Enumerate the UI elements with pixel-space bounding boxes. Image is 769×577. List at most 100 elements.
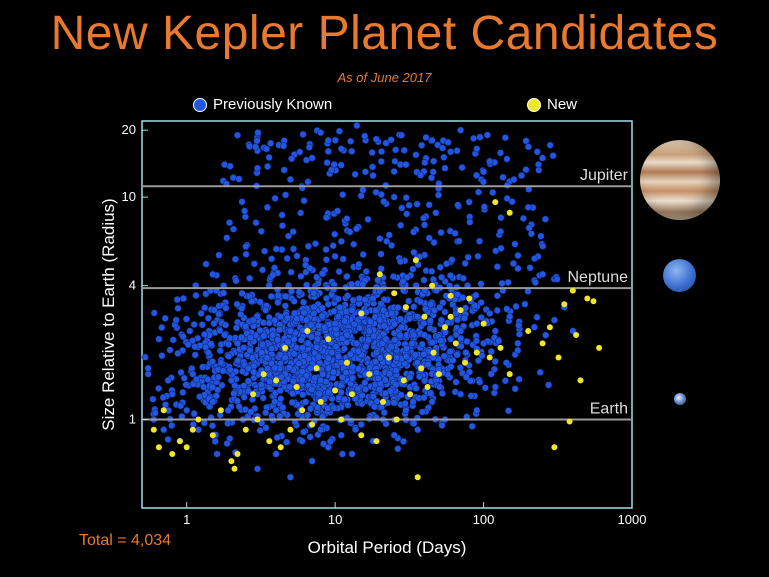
point-new [546, 324, 553, 331]
point-known [276, 326, 284, 334]
point-known [330, 404, 338, 412]
point-known [232, 324, 240, 332]
point-known [530, 323, 538, 331]
point-known [511, 240, 519, 248]
point-known [242, 322, 250, 330]
point-known [182, 315, 191, 323]
point-known [457, 327, 465, 335]
point-known [339, 191, 347, 199]
legend-item-new: New [527, 96, 577, 113]
point-known [249, 316, 257, 324]
point-known [288, 398, 296, 406]
point-known [402, 194, 410, 202]
point-known [251, 143, 260, 151]
point-known [329, 242, 337, 250]
point-known [533, 148, 541, 156]
point-known [517, 172, 526, 180]
point-known [180, 374, 188, 382]
y-axis-label: Size Relative to Earth (Radius) [99, 198, 118, 430]
point-known [377, 265, 385, 273]
point-known [290, 297, 298, 305]
point-known [414, 313, 422, 321]
point-known [459, 274, 467, 282]
point-known [446, 272, 454, 280]
point-known [440, 153, 448, 161]
point-known [338, 450, 346, 458]
point-known [164, 435, 172, 443]
point-known [226, 334, 234, 342]
point-known [179, 388, 187, 396]
point-known [295, 288, 303, 296]
point-known [317, 376, 325, 384]
point-known [510, 175, 518, 184]
point-known [270, 264, 279, 272]
point-known [155, 335, 163, 343]
point-known [481, 384, 489, 392]
point-known [253, 137, 261, 145]
point-known [390, 167, 398, 176]
point-known [248, 354, 257, 362]
point-known [462, 349, 470, 357]
point-known [387, 343, 395, 351]
point-new [338, 416, 345, 423]
point-known [474, 252, 482, 260]
point-known [258, 341, 267, 349]
point-known [217, 359, 225, 367]
point-known [493, 292, 501, 300]
point-known [501, 134, 509, 142]
point-known [514, 251, 522, 260]
point-known [304, 339, 312, 347]
point-known [436, 303, 444, 312]
point-known [144, 364, 152, 372]
point-known [418, 141, 426, 149]
point-known [539, 242, 547, 250]
point-known [348, 374, 357, 382]
point-known [192, 375, 201, 383]
point-known [332, 343, 340, 351]
point-known [324, 354, 332, 362]
point-known [268, 344, 276, 352]
point-known [280, 142, 288, 150]
point-known [209, 270, 217, 278]
point-known [225, 340, 233, 348]
point-known [306, 405, 315, 413]
point-known [297, 336, 305, 344]
point-known [297, 272, 305, 280]
point-known [172, 316, 180, 324]
point-known [226, 366, 234, 374]
point-known [155, 384, 163, 392]
point-known [337, 161, 345, 169]
point-known [209, 358, 217, 366]
point-new [430, 349, 437, 356]
point-known [453, 316, 461, 324]
point-known [262, 145, 271, 153]
point-known [420, 350, 428, 358]
point-known [284, 338, 292, 346]
point-known [480, 339, 488, 347]
point-known [259, 394, 267, 402]
point-known [372, 188, 380, 196]
point-new [373, 438, 380, 445]
point-known [357, 420, 365, 429]
point-known [210, 319, 218, 328]
point-known [313, 273, 321, 281]
point-known [298, 376, 306, 384]
point-known [308, 154, 316, 162]
point-known [182, 381, 190, 389]
point-known [196, 393, 204, 401]
point-known [281, 353, 289, 362]
point-known [498, 279, 506, 287]
point-known [446, 348, 454, 356]
point-new [412, 257, 419, 264]
point-known [380, 409, 388, 417]
point-known [495, 337, 503, 345]
point-new [150, 426, 157, 433]
point-new [584, 295, 591, 302]
point-known [314, 403, 322, 412]
point-known [486, 157, 494, 165]
point-known [340, 345, 348, 353]
point-known [177, 402, 185, 410]
point-known [512, 302, 520, 310]
point-known [509, 259, 517, 268]
